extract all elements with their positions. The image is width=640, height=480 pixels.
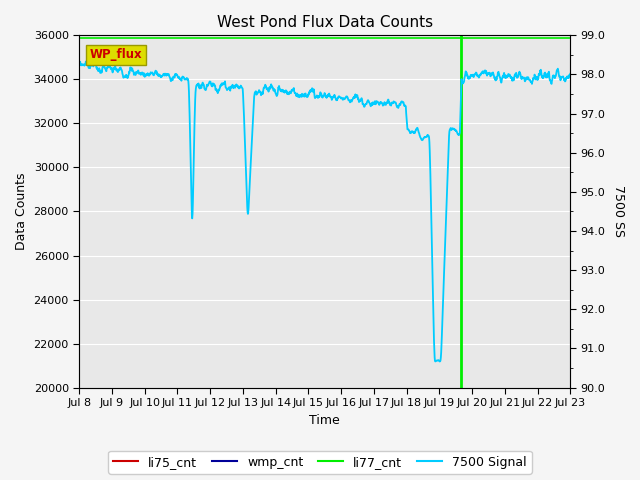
Text: WP_flux: WP_flux <box>90 48 143 61</box>
Y-axis label: Data Counts: Data Counts <box>15 173 28 250</box>
Legend: li75_cnt, wmp_cnt, li77_cnt, 7500 Signal: li75_cnt, wmp_cnt, li77_cnt, 7500 Signal <box>108 451 532 474</box>
Y-axis label: 7500 SS: 7500 SS <box>612 185 625 238</box>
Title: West Pond Flux Data Counts: West Pond Flux Data Counts <box>217 15 433 30</box>
X-axis label: Time: Time <box>309 414 340 427</box>
